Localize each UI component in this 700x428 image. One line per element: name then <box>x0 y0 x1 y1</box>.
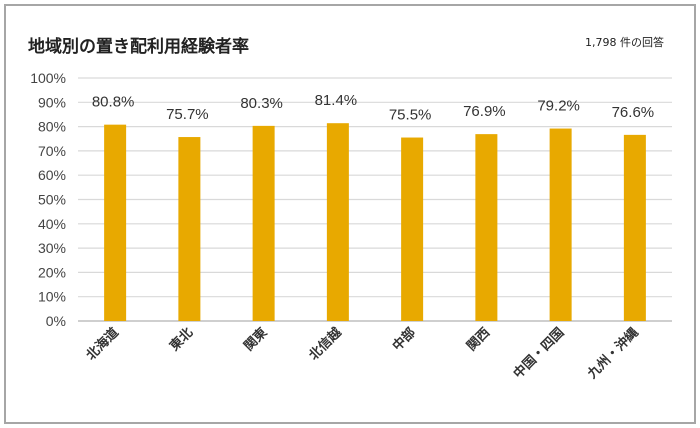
data-label: 75.5% <box>389 107 432 124</box>
data-label: 80.3% <box>240 95 283 112</box>
x-tick-label: 北海道 <box>83 325 122 364</box>
x-tick-label: 関西 <box>464 325 493 354</box>
response-count: 1,798 件の回答 <box>585 36 664 49</box>
x-tick-label: 北信越 <box>306 324 346 364</box>
data-label: 79.2% <box>537 98 580 115</box>
x-tick-label: 関東 <box>241 325 271 355</box>
data-label: 76.9% <box>463 103 506 120</box>
y-tick-label: 50% <box>38 192 66 208</box>
x-tick-label: 中部 <box>389 325 419 355</box>
x-tick-label: 中国・四国 <box>510 325 567 382</box>
y-tick-label: 70% <box>38 143 66 159</box>
data-label: 81.4% <box>315 92 358 109</box>
y-tick-label: 0% <box>46 313 66 329</box>
y-tick-label: 30% <box>38 240 66 256</box>
bar <box>252 125 275 321</box>
bar <box>549 128 572 321</box>
bar <box>475 134 498 321</box>
data-label: 76.6% <box>612 104 655 121</box>
bar <box>326 123 349 321</box>
y-tick-label: 100% <box>30 70 66 86</box>
x-tick-label: 東北 <box>166 325 196 355</box>
y-tick-label: 20% <box>38 264 66 280</box>
y-tick-label: 90% <box>38 94 66 110</box>
bar <box>401 137 424 321</box>
bar <box>178 137 201 321</box>
bar <box>623 134 646 321</box>
y-tick-label: 80% <box>38 119 66 135</box>
chart-title: 地域別の置き配利用経験者率 <box>28 37 249 57</box>
bar <box>104 124 127 321</box>
data-label: 75.7% <box>166 106 209 123</box>
y-tick-label: 60% <box>38 167 66 183</box>
y-tick-label: 10% <box>38 289 66 305</box>
x-tick-label: 九州・沖縄 <box>584 325 642 383</box>
y-tick-label: 40% <box>38 216 66 232</box>
data-label: 80.8% <box>92 94 135 111</box>
